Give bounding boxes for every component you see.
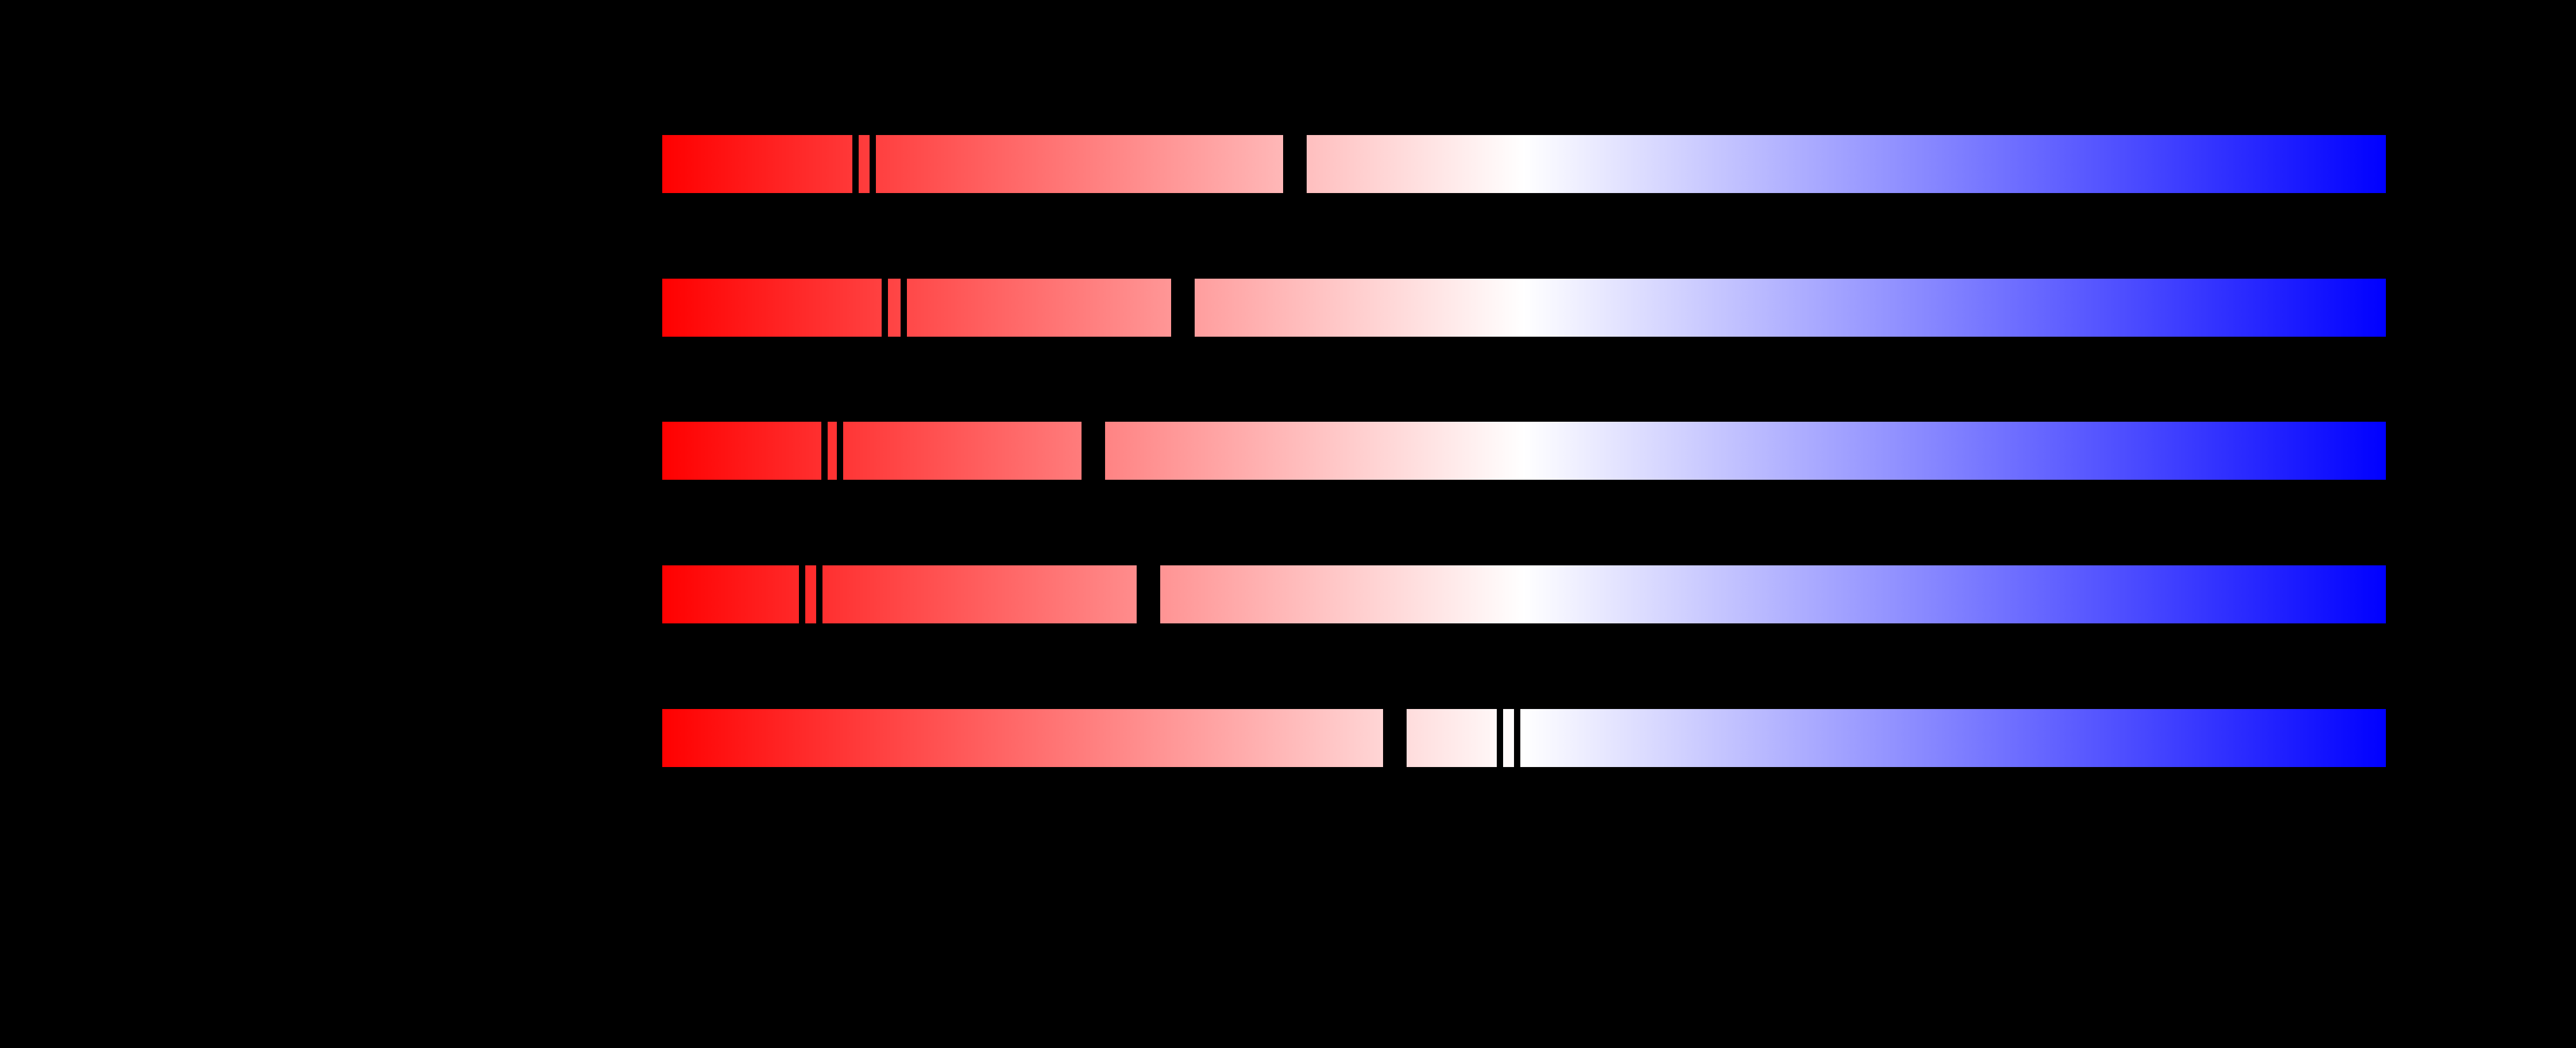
row-4-marker-thin-1	[798, 565, 805, 623]
row-5-marker-thick-1	[1382, 709, 1407, 767]
row-5-marker-thin-3	[1513, 709, 1520, 767]
row-1-marker-thin-1	[852, 135, 859, 193]
row-3-marker-thick-3	[1081, 422, 1105, 480]
row-1-marker-thin-2	[869, 135, 876, 193]
row-2-marker-thin-1	[881, 279, 888, 337]
row-4-marker-thin-2	[816, 565, 822, 623]
row-3-marker-thin-1	[821, 422, 828, 480]
gradient-bar-row-2	[662, 279, 2386, 337]
gradient-bar-row-4	[662, 565, 2386, 623]
gradient-bar-row-3	[662, 422, 2386, 480]
row-2-marker-thin-2	[900, 279, 907, 337]
row-5-marker-thin-2	[1496, 709, 1503, 767]
gradient-bar-row-1	[662, 135, 2386, 193]
row-1-marker-thick-3	[1283, 135, 1307, 193]
gradient-bar-row-5	[662, 709, 2386, 767]
row-4-marker-thick-3	[1136, 565, 1160, 623]
row-3-marker-thin-2	[836, 422, 843, 480]
row-2-marker-thick-3	[1171, 279, 1195, 337]
